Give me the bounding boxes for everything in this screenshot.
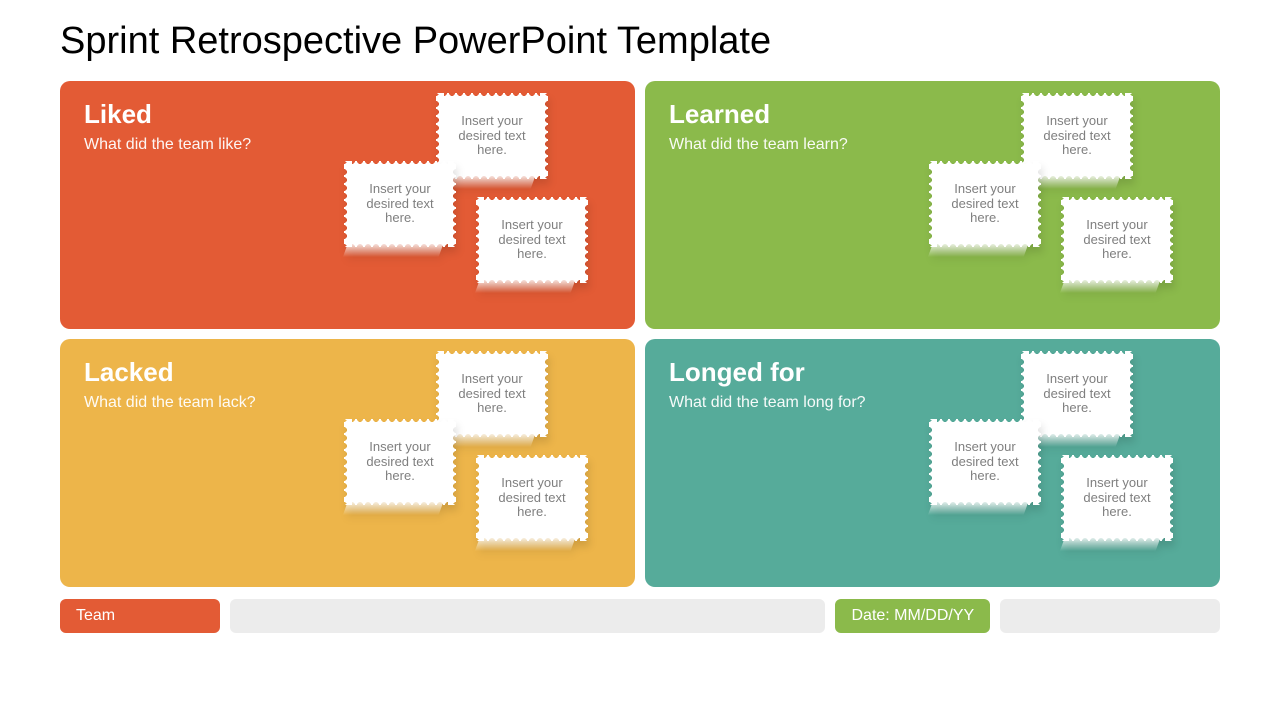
sticky-note[interactable]: Insert your desired text here. [1025,97,1129,175]
sticky-note[interactable]: Insert your desired text here. [348,165,452,243]
sticky-note[interactable]: Insert your desired text here. [440,355,544,433]
quadrant-lacked: Lacked What did the team lack? Insert yo… [60,339,635,587]
quadrant-liked: Liked What did the team like? Insert you… [60,81,635,329]
team-label-pill[interactable]: Team [60,599,220,633]
footer-bar: Team Date: MM/DD/YY [60,599,1220,633]
quadrant-longed-for: Longed for What did the team long for? I… [645,339,1220,587]
date-label-pill[interactable]: Date: MM/DD/YY [835,599,990,633]
retro-grid: Liked What did the team like? Insert you… [60,81,1220,587]
team-value-field[interactable] [230,599,825,633]
sticky-note[interactable]: Insert your desired text here. [480,459,584,537]
sticky-note[interactable]: Insert your desired text here. [933,423,1037,501]
quadrant-learned: Learned What did the team learn? Insert … [645,81,1220,329]
sticky-note[interactable]: Insert your desired text here. [1025,355,1129,433]
sticky-note[interactable]: Insert your desired text here. [440,97,544,175]
slide-title: Sprint Retrospective PowerPoint Template [60,20,1220,63]
sticky-note[interactable]: Insert your desired text here. [348,423,452,501]
date-value-field[interactable] [1000,599,1220,633]
sticky-note[interactable]: Insert your desired text here. [933,165,1037,243]
sticky-note[interactable]: Insert your desired text here. [1065,459,1169,537]
sticky-note[interactable]: Insert your desired text here. [1065,201,1169,279]
slide: Sprint Retrospective PowerPoint Template… [60,20,1220,633]
sticky-note[interactable]: Insert your desired text here. [480,201,584,279]
